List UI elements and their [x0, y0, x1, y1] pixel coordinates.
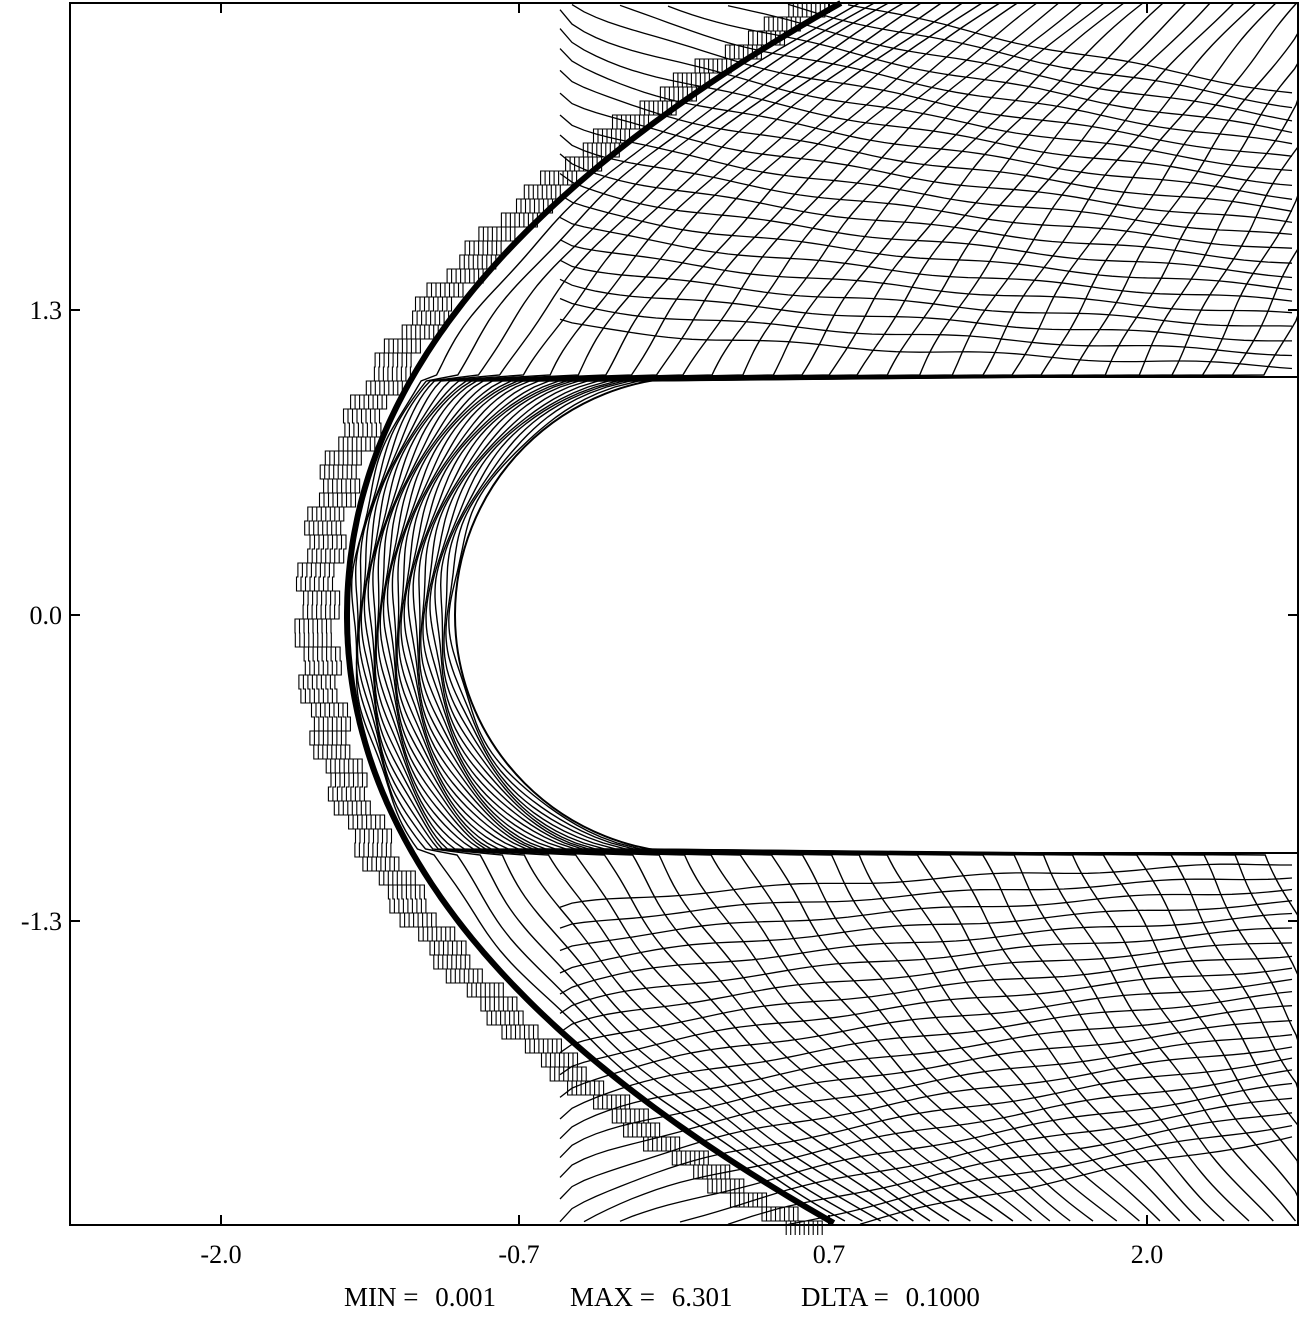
- wake-contour-line: [571, 4, 1293, 157]
- wake-contour-line: [559, 134, 1293, 249]
- wake-contour-line: [559, 114, 1293, 236]
- contour-stats: MIN = 0.001 MAX = 6.301 DLTA = 0.1000: [0, 1282, 1301, 1318]
- shock-line: [344, 0, 843, 1226]
- wake-contour-line: [559, 1057, 1293, 1223]
- contour-line: [425, 3, 1299, 1221]
- wake-contour-line: [559, 978, 1293, 1098]
- wake-contour-line: [559, 216, 1293, 302]
- wake-contour-line: [727, 5, 1293, 122]
- stat-max-label: MAX =: [570, 1282, 655, 1312]
- stat-min-value: 0.001: [435, 1282, 496, 1312]
- wake-contour-line: [559, 967, 1293, 1076]
- wake-contour-line: [559, 990, 1293, 1120]
- y-tick-label: 0.0: [30, 601, 63, 630]
- wake-contour-line: [559, 239, 1293, 314]
- wake-contour-line: [559, 172, 1293, 279]
- wake-contour-line: [559, 877, 1293, 929]
- stat-min-label: MIN =: [344, 1282, 419, 1312]
- contour-line: [420, 2, 1277, 1222]
- contour-line: [418, 2, 1257, 1222]
- wake-contour-line: [559, 1046, 1293, 1200]
- y-tick-label: -1.3: [21, 907, 62, 936]
- contour-line: [391, 2, 1105, 1222]
- wake-contour-line: [559, 69, 1293, 212]
- contour-line: [377, 2, 1018, 1222]
- contour-line: [358, 2, 904, 1222]
- wake-contour-line: [559, 194, 1293, 291]
- stat-max: MAX = 6.301: [570, 1282, 732, 1313]
- contour-line: [354, 2, 875, 1222]
- contour-line: [412, 2, 1235, 1222]
- wake-contour-line: [559, 318, 1293, 370]
- wake-contour-line: [787, 1124, 1293, 1226]
- stat-delta: DLTA = 0.1000: [801, 1282, 980, 1313]
- wake-contour-line: [559, 259, 1293, 327]
- wake-contour-line: [583, 1069, 1293, 1223]
- wake-contour-line: [619, 4, 1293, 145]
- stat-delta-label: DLTA =: [801, 1282, 889, 1312]
- contour-line: [407, 2, 1211, 1222]
- wake-contour-line: [619, 1082, 1293, 1222]
- y-tick-label: 1.3: [30, 296, 63, 325]
- wake-contour-line: [559, 278, 1292, 342]
- wake-contour-line: [559, 912, 1293, 995]
- wake-contour-line: [559, 9, 1293, 172]
- wake-contour-line: [727, 1112, 1293, 1225]
- body-outline: [454, 376, 1298, 854]
- contour-line: [443, 3, 1299, 1221]
- wake-contour-line: [559, 942, 1293, 1033]
- wake-contour-line: [559, 297, 1293, 357]
- wake-contour-line: [559, 1005, 1293, 1140]
- contour-line: [396, 2, 1125, 1222]
- contour-lines: [351, 2, 1299, 1226]
- contour-plot: -2.0 -0.7 0.7 2.0 1.3 0.0 -1.3: [21, 0, 1299, 1269]
- stat-delta-value: 0.1000: [905, 1282, 980, 1312]
- plot-frame: [69, 2, 1299, 1226]
- contour-line: [351, 2, 860, 1222]
- wake-contour-line: [559, 900, 1293, 974]
- contour-line: [360, 2, 922, 1222]
- wake-contour-line: [559, 863, 1292, 908]
- contour-line: [356, 2, 889, 1222]
- contour-line: [400, 2, 1164, 1222]
- wake-contour-line: [559, 888, 1293, 952]
- wake-contour-line: [667, 5, 1293, 134]
- wake-contour-line: [559, 153, 1293, 264]
- contour-line: [403, 2, 1187, 1222]
- wake-contour-line: [847, 4, 1293, 94]
- shock-band: [294, 0, 843, 1235]
- shock-staircase-line: [294, 3, 790, 1235]
- contour-line: [422, 2, 1298, 1222]
- wake-contour-line: [679, 1097, 1293, 1223]
- contour-line: [434, 3, 1299, 1221]
- contour-line: [375, 2, 1001, 1222]
- contour-line: [429, 3, 1299, 1221]
- wake-contour-line: [787, 3, 1293, 109]
- stat-max-value: 6.301: [671, 1282, 733, 1312]
- wake-contour-line: [559, 1019, 1293, 1159]
- contour-line: [372, 2, 983, 1222]
- axes: -2.0 -0.7 0.7 2.0 1.3 0.0 -1.3: [21, 3, 1298, 1269]
- contour-line: [382, 2, 1060, 1222]
- x-tick-label: -2.0: [200, 1240, 241, 1269]
- x-tick-label: 2.0: [1131, 1240, 1164, 1269]
- x-tick-label: 0.7: [813, 1240, 846, 1269]
- contour-line: [386, 2, 1083, 1222]
- stat-min: MIN = 0.001: [344, 1282, 496, 1313]
- contour-line: [379, 2, 1038, 1222]
- wake-contour-line: [859, 1136, 1293, 1225]
- wake-contour-line: [559, 955, 1293, 1054]
- wake-contour-line: [559, 927, 1293, 1014]
- contour-line: [363, 2, 942, 1222]
- contour-line: [398, 2, 1144, 1222]
- wake-contour-line: [559, 92, 1293, 224]
- x-tick-label: -0.7: [498, 1240, 539, 1269]
